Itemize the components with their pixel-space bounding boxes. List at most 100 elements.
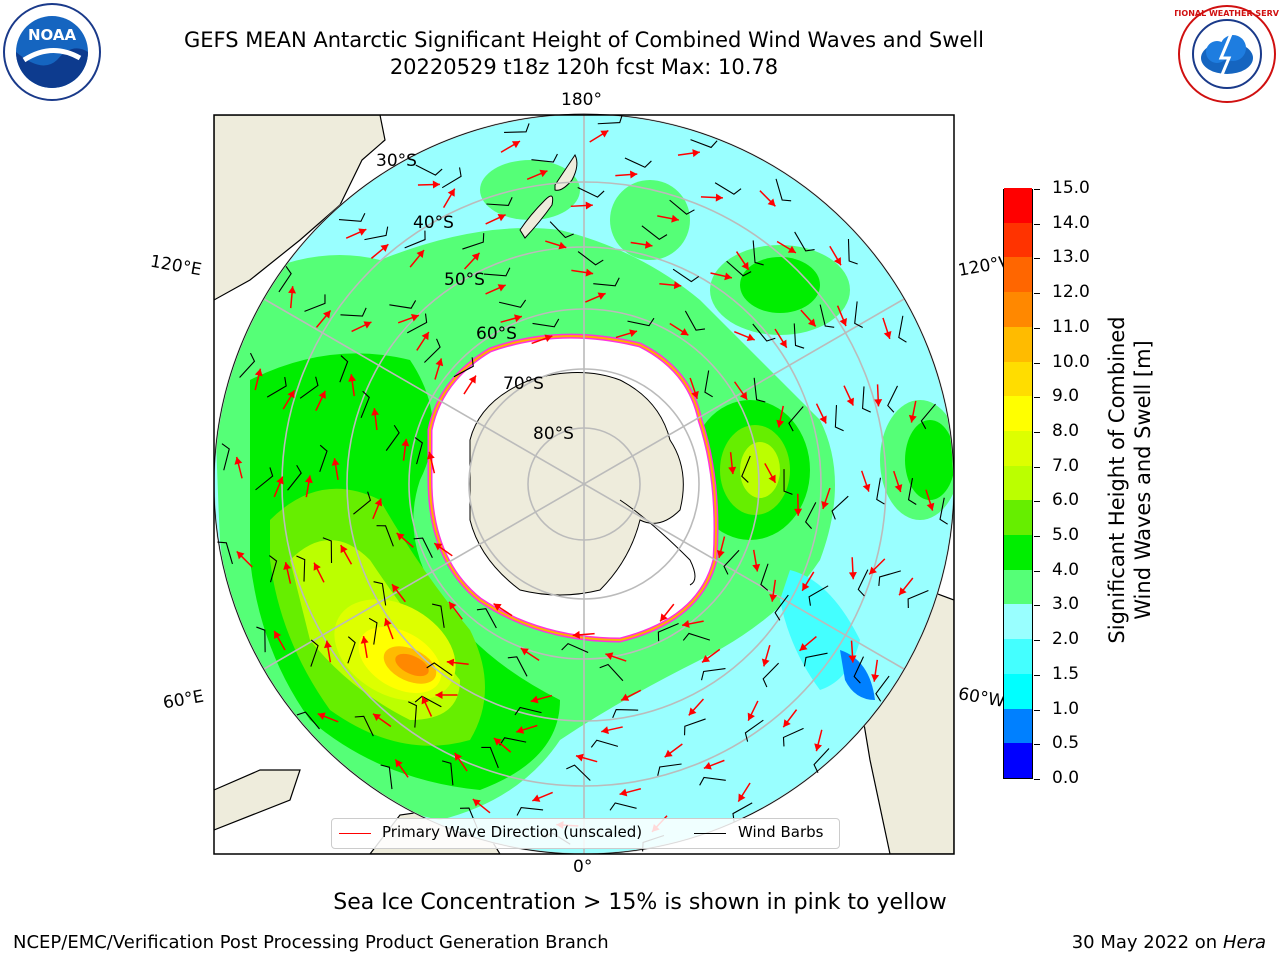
wave-direction-arrowhead [716, 550, 725, 558]
colorbar-segment [1004, 222, 1032, 258]
wave-direction-arrowhead [787, 245, 796, 253]
colorbar-segment [1004, 743, 1032, 778]
wave-direction-arrowhead [605, 652, 614, 660]
wind-barb [714, 182, 742, 195]
colorbar-tick-mark [1034, 293, 1040, 295]
wave-direction-arrowhead [585, 201, 593, 210]
wind-barb [847, 238, 858, 265]
chart-subtitle: 20220529 t18z 120h fcst Max: 10.78 [389, 55, 779, 79]
colorbar-segment [1004, 500, 1032, 536]
colorbar-segment [1004, 326, 1032, 362]
colorbar-tick-label: 1.0 [1052, 698, 1080, 719]
wind-barb [476, 608, 497, 629]
wave-direction-arrowhead [323, 640, 332, 649]
wave-direction-arrowhead [446, 658, 455, 667]
wave-direction-arrowhead [287, 390, 295, 399]
new-zealand-land [519, 195, 554, 239]
wave-direction-arrowhead [288, 286, 297, 294]
wave-direction-arrowhead [660, 613, 668, 622]
wave-direction-arrowhead [447, 188, 455, 197]
wave-direction-arrowhead [776, 419, 785, 428]
wind-barb [752, 240, 764, 266]
wave-direction-arrowhead [839, 318, 847, 327]
colorbar-segment [1004, 639, 1032, 674]
colorbar-tick-label: 1.5 [1052, 663, 1080, 684]
wind-barb [641, 225, 668, 240]
wave-direction-arrowhead [392, 584, 400, 593]
wind-barb [599, 663, 624, 682]
wave-direction-arrowhead [819, 415, 827, 424]
wind-barb [612, 708, 639, 719]
wave-direction-arrowhead [395, 759, 403, 768]
wind-barb [385, 424, 400, 451]
wave-direction-arrowhead [702, 655, 711, 663]
colorbar-tick-mark [1034, 674, 1040, 676]
wind-barb-label: Wind Barbs [738, 823, 824, 841]
wind-barb [760, 563, 769, 591]
wave-arrows-layer [217, 115, 948, 852]
noaa-logo-text: NOAA [28, 26, 77, 44]
wave-direction-arrowhead [846, 397, 854, 406]
wind-barb [414, 437, 423, 465]
wind-barb [319, 444, 328, 473]
wave-direction-arrowhead [799, 643, 808, 651]
colorbar-segment [1004, 604, 1032, 640]
wave-direction-arrowhead [871, 674, 880, 682]
wave-direction-arrowhead [471, 252, 480, 261]
wave-direction-arrowhead [926, 502, 935, 511]
colorbar-segment [1004, 257, 1032, 293]
wind-barb [834, 405, 844, 432]
wave-direction-swatch [339, 833, 371, 834]
wave-direction-arrowhead [869, 566, 877, 575]
colorbar-segment [1004, 569, 1032, 605]
wave-direction-arrowhead [807, 318, 816, 327]
wave-direction-arrowhead [630, 170, 638, 179]
wave-direction-arrowhead [597, 292, 606, 300]
wave-direction-arrowhead [621, 693, 630, 701]
wind-barb [783, 469, 793, 495]
wind-barb [353, 491, 372, 515]
wave-direction-label: Primary Wave Direction (unscaled) [382, 823, 643, 841]
wind-barb [566, 764, 591, 781]
wave-direction-arrowhead [331, 458, 340, 466]
wind-barb [255, 467, 274, 491]
wind-barb [453, 357, 474, 378]
antarctica-land [469, 372, 684, 596]
wind-barb [432, 603, 445, 628]
wind-barb [424, 338, 441, 363]
wave-direction-arrowhead [374, 498, 383, 507]
wind-barb [462, 233, 485, 250]
wind-barb [597, 115, 623, 125]
wave-direction-arrowhead [768, 474, 776, 483]
nws-logo: NATIONAL WEATHER SERVICE [1175, 5, 1279, 103]
lat-label-70s: 70°S [503, 374, 544, 394]
wave-direction-arrowhead [908, 414, 917, 423]
wind-barb [853, 656, 864, 684]
colorbar-tick-mark [1034, 466, 1040, 468]
wave-direction-arrowhead [410, 313, 419, 322]
wave-direction-arrowhead [715, 193, 723, 202]
wave-direction-arrowhead [360, 636, 369, 644]
lon-label-0: 0° [573, 857, 593, 877]
wave-direction-arrowhead [848, 655, 857, 663]
colorbar-tick-label: 12.0 [1052, 282, 1090, 303]
colorbar-tick-mark [1034, 501, 1040, 503]
colorbar-segment [1004, 292, 1032, 327]
wave-direction-arrowhead [739, 391, 748, 400]
colorbar-segment [1004, 430, 1032, 466]
colorbar-segment [1004, 708, 1032, 744]
wave-direction-arrowhead [283, 562, 292, 570]
colorbar-label-line1: Significant Height of Combined [1105, 316, 1129, 643]
wave-direction-arrowhead [313, 562, 321, 571]
footer-branch: NCEP/EMC/Verification Post Processing Pr… [13, 932, 609, 953]
wave-direction-arrowhead [472, 799, 481, 807]
wind-barb [741, 455, 751, 483]
wind-barb [726, 260, 752, 277]
map-frame [213, 114, 955, 855]
wave-direction-arrowhead [416, 250, 425, 259]
wave-direction-arrowhead [644, 240, 653, 249]
colorbar-tick-label: 0.5 [1052, 733, 1080, 754]
colorbar-label-line2: Wind Waves and Swell [m] [1131, 340, 1155, 620]
wind-barb [723, 549, 740, 575]
wind-barb [322, 537, 333, 563]
